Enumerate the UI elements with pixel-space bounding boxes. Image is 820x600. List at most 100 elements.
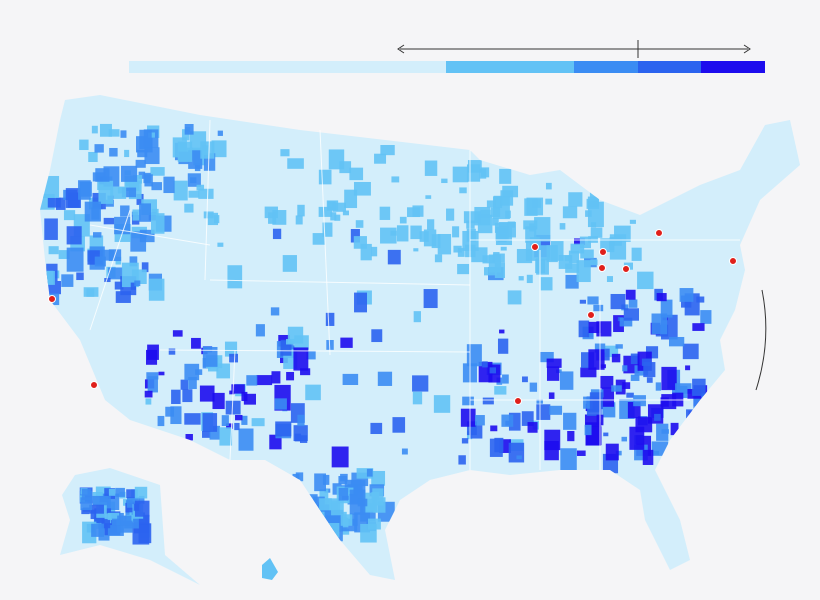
county-patch — [217, 130, 223, 136]
state-border — [204, 119, 211, 281]
county-patch — [334, 214, 341, 221]
county-patch — [366, 468, 373, 477]
legend — [129, 40, 765, 73]
county-patch — [357, 498, 368, 507]
state-border — [89, 224, 211, 246]
county-patch — [199, 385, 215, 402]
county-patch — [99, 249, 115, 261]
county-patch — [150, 167, 165, 176]
county-patch — [135, 159, 146, 168]
county-patch — [525, 226, 537, 243]
county-patch — [134, 280, 141, 287]
county-patch — [275, 421, 292, 437]
county-patch — [94, 256, 106, 267]
county-patch — [499, 329, 505, 334]
county-patch — [374, 153, 387, 164]
county-patch — [560, 448, 577, 471]
county-patch — [79, 181, 92, 197]
county-patch — [526, 274, 533, 284]
county-patch — [111, 518, 120, 526]
county-patch — [227, 265, 243, 289]
county-patch — [185, 434, 193, 441]
state-border — [319, 129, 331, 356]
county-patch — [494, 386, 507, 395]
county-patch — [492, 218, 499, 226]
county-patch — [184, 203, 194, 213]
city-dot — [587, 311, 595, 319]
county-patch — [108, 129, 120, 137]
county-patch — [353, 181, 371, 196]
county-patch — [482, 397, 494, 405]
county-patch — [294, 433, 302, 442]
county-patch — [91, 523, 104, 537]
county-patch — [466, 344, 482, 367]
county-patch — [608, 241, 615, 250]
county-patch — [692, 378, 706, 396]
county-patch — [502, 374, 509, 384]
county-patch — [564, 255, 572, 262]
city-dot — [598, 264, 606, 272]
county-patch — [646, 377, 653, 383]
county-patch — [355, 220, 364, 228]
county-patch — [427, 219, 435, 230]
county-patch — [157, 415, 165, 427]
county-patch — [235, 414, 243, 421]
county-patch — [99, 123, 112, 137]
county-patch — [287, 158, 304, 169]
county-patch — [44, 218, 58, 240]
county-patch — [642, 449, 654, 465]
county-patch — [546, 358, 562, 368]
county-patch — [536, 404, 551, 420]
county-patch — [497, 233, 507, 243]
county-patch — [529, 382, 538, 392]
county-patch — [344, 189, 358, 209]
county-patch — [295, 215, 303, 225]
city-dot — [622, 265, 630, 273]
county-patch — [117, 515, 132, 526]
county-patch — [700, 310, 712, 324]
county-patch — [212, 392, 225, 410]
county-patch — [120, 205, 130, 217]
county-patch — [91, 125, 98, 134]
county-patch — [380, 144, 395, 156]
county-patch — [145, 349, 158, 365]
county-patch — [559, 223, 566, 230]
county-patch — [146, 372, 159, 380]
county-patch — [548, 392, 555, 399]
county-patch — [340, 514, 353, 526]
county-patch — [234, 422, 240, 431]
county-patch — [305, 384, 321, 401]
county-patch — [332, 202, 347, 212]
county-patch — [231, 384, 245, 394]
county-patch — [587, 201, 604, 228]
county-patch — [413, 248, 419, 252]
county-patch — [458, 455, 466, 465]
county-patch — [280, 149, 290, 157]
county-patch — [282, 255, 297, 272]
county-patch — [143, 172, 151, 184]
county-patch — [81, 488, 91, 501]
state-border — [89, 209, 131, 331]
county-patch — [195, 369, 203, 375]
county-patch — [423, 289, 438, 309]
county-patch — [125, 181, 140, 191]
county-patch — [255, 324, 265, 337]
county-patch — [202, 346, 218, 367]
county-patch — [354, 292, 368, 313]
county-patch — [579, 299, 587, 304]
county-patch — [390, 230, 397, 236]
county-patch — [65, 188, 81, 208]
county-patch — [120, 130, 127, 138]
county-patch — [488, 364, 501, 383]
county-patch — [508, 412, 521, 431]
county-patch — [679, 288, 694, 302]
county-patch — [121, 187, 137, 198]
county-patch — [475, 415, 485, 426]
county-patch — [583, 396, 593, 409]
county-patch — [141, 262, 149, 273]
county-patch — [544, 441, 559, 461]
county-patch — [126, 489, 136, 499]
city-dot — [655, 229, 663, 237]
county-patch — [342, 210, 349, 216]
county-patch — [256, 375, 273, 386]
